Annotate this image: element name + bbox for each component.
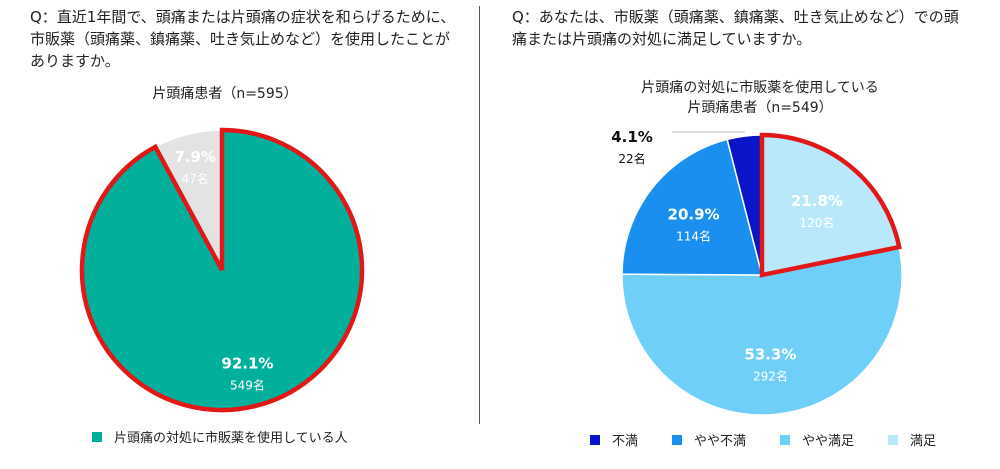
slice-count-label: 47名 [182,171,209,186]
legend-item: やや満足 [780,430,854,449]
legend-swatch [780,434,791,445]
legend-item: 満足 [888,430,936,449]
highlight-outline [79,127,365,413]
left-legend: 片頭痛の対処に市販薬を使用している人 [92,427,382,446]
panel-divider [479,6,480,424]
slice-percent-label: 20.9% [668,206,720,224]
highlight-outline [759,132,902,278]
legend-item: やや不満 [672,430,746,449]
slice-percent-label: 21.8% [791,192,843,210]
legend-item: 不満 [590,430,638,449]
legend-label: 満足 [910,434,937,449]
right-question: Q：あなたは、市販薬（頭痛薬、鎮痛薬、吐き気止めなど）での頭 痛または片頭痛の対… [512,8,959,48]
legend-label: やや不満 [694,434,747,449]
pie-slice [621,246,903,416]
slice-count-label: 292名 [753,368,788,383]
legend-swatch [888,434,899,445]
left-chart-title: 片頭痛患者（n=595） [152,86,298,102]
legend-item: 片頭痛の対処に市販薬を使用している人 [92,427,348,446]
left-question: Q：直近1年間で、頭痛または片頭痛の症状を和らげるために、 市販薬（頭痛薬、鎮痛… [30,8,456,70]
legend-swatch [92,431,102,442]
slice-count-label: 22名 [618,151,645,166]
slice-percent-label: 7.9% [174,148,216,166]
right-chart-title: 片頭痛の対処に市販薬を使用している 片頭痛患者（n=549） [641,80,879,116]
slice-percent-label: 92.1% [221,354,273,372]
slice-count-label: 549名 [230,377,265,392]
legend-swatch [672,434,683,445]
slice-percent-label: 53.3% [744,345,796,363]
slice-percent-label: 4.1% [611,128,653,146]
right-legend: 不満 やや不満 やや満足 満足 [590,430,970,449]
legend-label: やや満足 [802,434,855,449]
legend-label: 片頭痛の対処に市販薬を使用している人 [114,431,348,446]
pie-slice [621,138,763,276]
slice-count-label: 120名 [799,215,834,230]
slice-count-label: 114名 [676,229,711,244]
legend-label: 不満 [612,434,639,449]
legend-swatch [590,434,600,445]
